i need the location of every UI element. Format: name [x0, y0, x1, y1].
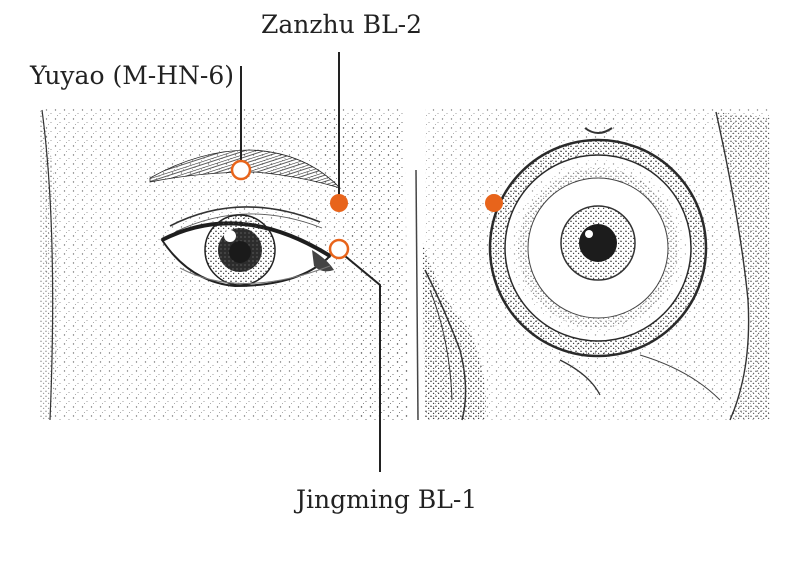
yuyao-point[interactable]: [230, 159, 252, 181]
jingming-leader-line: [344, 255, 381, 472]
panel-divider: [415, 169, 419, 421]
jingming-point[interactable]: [328, 238, 350, 260]
pupil: [229, 241, 251, 263]
zanzhu-label: Zanzhu BL-2: [261, 10, 423, 39]
skull-orbit-point[interactable]: [485, 194, 503, 212]
yuyao-label: Yuyao (M-HN-6): [30, 61, 235, 90]
face-panel: [40, 108, 408, 421]
skull-panel: [422, 108, 770, 421]
jingming-label: Jingming BL-1: [296, 485, 478, 514]
zanzhu-point[interactable]: [330, 194, 348, 212]
